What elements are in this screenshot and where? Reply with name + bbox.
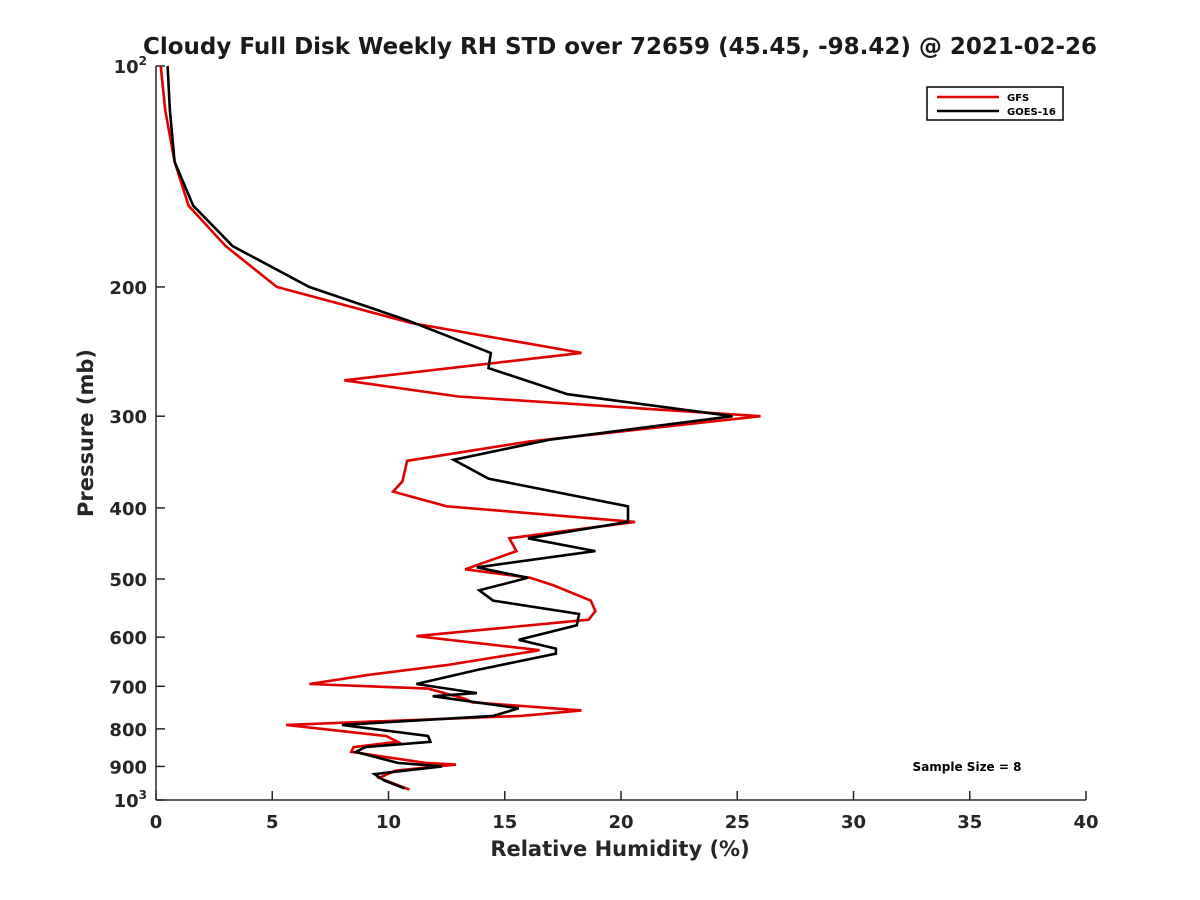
legend-box xyxy=(926,86,1064,121)
legend: GFS GOES-16 xyxy=(926,86,1064,121)
y-tick-label: 200 xyxy=(109,278,147,299)
y-tick-base: 10 xyxy=(114,57,139,78)
y-axis-label: Pressure (mb) xyxy=(74,349,98,517)
x-tick-label: 20 xyxy=(608,812,633,833)
plot-axes xyxy=(155,66,1086,801)
series-line-gfs xyxy=(159,65,761,791)
legend-label: GOES-16 xyxy=(1007,107,1056,118)
y-tick-label: 800 xyxy=(109,720,147,741)
y-tick-label: 300 xyxy=(109,407,147,428)
chart-title: Cloudy Full Disk Weekly RH STD over 7265… xyxy=(143,34,1097,60)
series-lines xyxy=(159,65,761,791)
y-tick-exponent: 2 xyxy=(139,54,147,68)
y-tick-label: 500 xyxy=(109,570,147,591)
x-tick-label: 30 xyxy=(841,812,866,833)
x-tick-label: 25 xyxy=(725,812,750,833)
y-tick-label: 102 xyxy=(114,54,147,78)
legend-label: GFS xyxy=(1007,93,1029,104)
y-tick-label: 103 xyxy=(114,788,147,812)
axis-ticks: 0 5 10 15 20 25 30 35 40102200300400500600700800… xyxy=(109,54,1098,833)
sample-size-annotation: Sample Size = 8 xyxy=(913,760,1022,774)
y-tick-label: 400 xyxy=(109,499,147,520)
y-tick-label: 700 xyxy=(109,677,147,698)
series-line-goes-16 xyxy=(166,65,733,790)
x-tick-label: 15 xyxy=(492,812,517,833)
y-tick-base: 10 xyxy=(114,791,139,812)
x-tick-label: 40 xyxy=(1073,812,1098,833)
x-tick-label: 10 xyxy=(376,812,401,833)
x-tick-label: 35 xyxy=(957,812,982,833)
x-axis-label: Relative Humidity (%) xyxy=(490,837,749,861)
x-tick-label: 5 xyxy=(266,812,279,833)
y-tick-label: 900 xyxy=(109,757,147,778)
x-tick-label: 0 xyxy=(150,812,163,833)
y-tick-label: 600 xyxy=(109,628,147,649)
y-tick-exponent: 3 xyxy=(139,788,147,802)
